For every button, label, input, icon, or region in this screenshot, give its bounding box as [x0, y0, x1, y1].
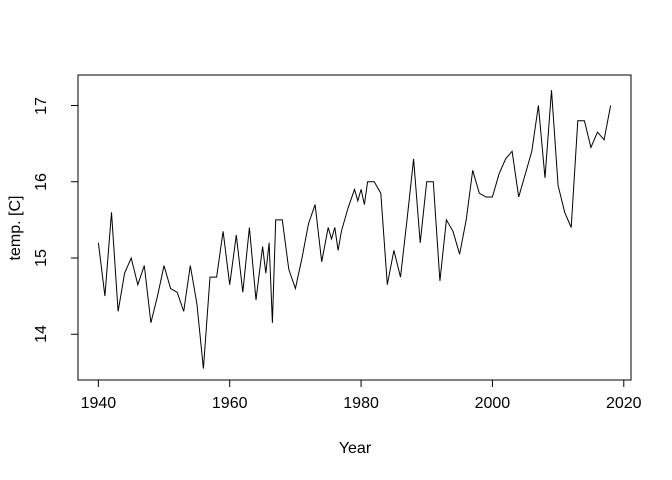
x-axis-title: Year: [338, 440, 372, 457]
x-tick-label: 1940: [80, 395, 117, 412]
x-tick-label: 2000: [474, 395, 511, 412]
y-axis-title: temp. [C]: [7, 195, 24, 261]
x-tick-label: 1980: [343, 395, 379, 412]
x-tick-label: 2020: [605, 395, 642, 412]
y-tick-label: 15: [33, 249, 50, 267]
y-tick-label: 16: [33, 172, 50, 191]
y-tick-label: 14: [33, 325, 50, 344]
y-tick-label: 17: [33, 96, 50, 115]
x-tick-label: 1960: [211, 395, 248, 412]
temperature-line: [97, 90, 612, 369]
plot-box: [77, 74, 632, 381]
